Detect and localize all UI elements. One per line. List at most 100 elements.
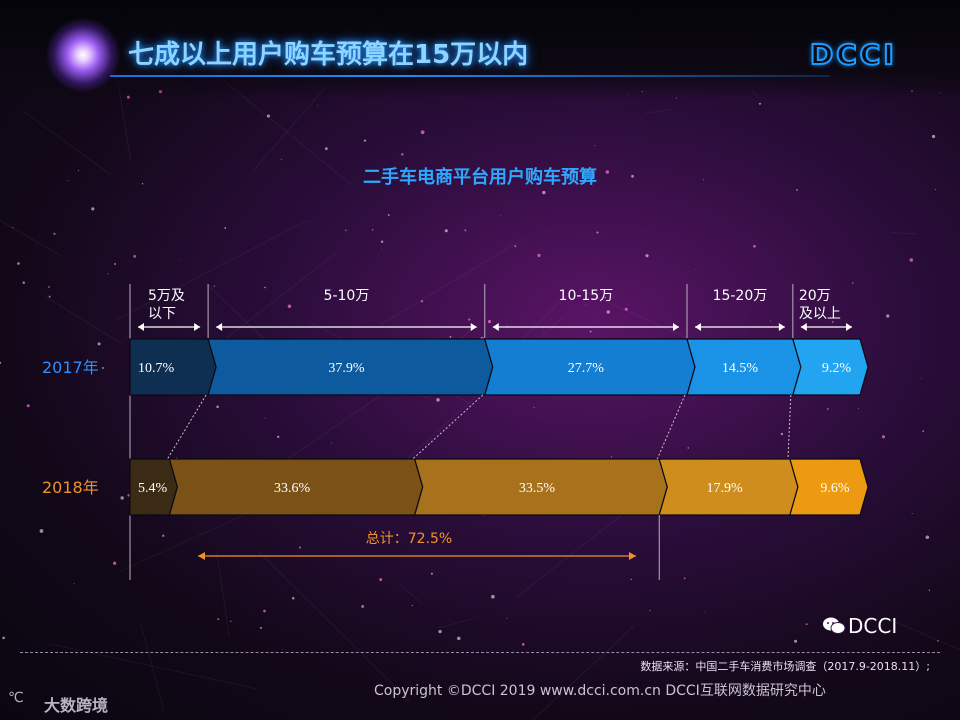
- network-line: [259, 551, 411, 703]
- star-dot: [324, 147, 328, 151]
- star-dot: [589, 330, 592, 333]
- data-label: 9.2%: [822, 361, 852, 376]
- star-dot: [506, 617, 508, 619]
- data-label: 9.6%: [820, 481, 850, 496]
- star-dot: [881, 435, 886, 439]
- star-dot: [704, 611, 705, 613]
- star-dot: [909, 258, 914, 262]
- star-dot: [17, 262, 20, 265]
- star-dot: [387, 214, 390, 216]
- network-line: [437, 617, 475, 629]
- data-label: 27.7%: [568, 361, 605, 376]
- star-dot: [491, 594, 495, 599]
- star-dot: [645, 254, 649, 258]
- star-dot: [77, 170, 79, 172]
- star-dot: [464, 229, 467, 232]
- star-dot: [805, 623, 808, 626]
- star-dot: [852, 282, 854, 284]
- network-line: [45, 296, 123, 345]
- star-dot: [291, 597, 295, 600]
- arrow-head-right: [194, 323, 201, 331]
- star-dot: [113, 561, 117, 565]
- star-dot: [91, 207, 95, 211]
- connector-line: [787, 394, 792, 460]
- star-dot: [594, 145, 596, 147]
- star-dot: [443, 176, 446, 179]
- star-dot: [12, 226, 14, 228]
- star-dot: [438, 629, 442, 634]
- star-dot: [533, 407, 535, 409]
- network-line: [889, 619, 960, 651]
- wechat-watermark: DCCI: [848, 614, 898, 638]
- star-dot: [624, 307, 628, 311]
- data-source-note: 数据来源：中国二手车消费市场调查（2017.9-2018.11）;: [640, 660, 930, 673]
- arrow-head-right: [672, 323, 679, 331]
- star-dot: [282, 648, 284, 650]
- star-dot: [48, 295, 51, 298]
- arrow-head-right: [778, 323, 785, 331]
- star-dot: [780, 432, 784, 436]
- network-line: [532, 625, 635, 720]
- star-dot: [216, 405, 219, 408]
- star-dot: [604, 296, 607, 299]
- star-dot: [449, 335, 452, 338]
- star-dot: [695, 268, 697, 270]
- star-dot: [213, 285, 215, 287]
- data-label: 33.5%: [519, 481, 556, 496]
- brand-logo: DCCI: [809, 37, 897, 72]
- wechat-icon: [823, 617, 846, 634]
- star-dot: [178, 259, 180, 261]
- star-dot: [827, 408, 829, 410]
- star-dot: [287, 304, 292, 309]
- network-line: [140, 623, 165, 710]
- star-dot: [606, 310, 610, 314]
- star-dot: [831, 321, 834, 323]
- star-dot: [925, 535, 930, 540]
- star-dot: [630, 578, 632, 581]
- total-arrow-head-right: [629, 552, 636, 560]
- star-dot: [631, 174, 634, 178]
- star-dot: [911, 512, 913, 514]
- glow-orb-icon: [46, 18, 120, 92]
- star-dot: [500, 214, 502, 216]
- star-dot: [596, 231, 599, 234]
- footer-divider: [20, 652, 940, 653]
- total-arrow-head-left: [198, 552, 205, 560]
- arrow-head-right: [846, 323, 852, 331]
- arrow-head-left: [694, 323, 701, 331]
- connector-line: [412, 394, 484, 460]
- star-dot: [420, 130, 425, 135]
- data-label: 14.5%: [722, 361, 759, 376]
- star-dot: [380, 240, 384, 243]
- data-label: 37.9%: [328, 361, 365, 376]
- star-dot: [266, 114, 270, 118]
- series-label: 2017年: [42, 358, 99, 377]
- star-dot: [794, 639, 798, 643]
- star-dot: [114, 262, 117, 265]
- star-dot: [928, 589, 931, 592]
- star-dot: [585, 304, 587, 306]
- star-dot: [101, 367, 104, 369]
- star-dot: [401, 153, 404, 156]
- star-dot: [570, 168, 574, 172]
- star-dot: [133, 254, 136, 258]
- star-dot: [264, 286, 266, 289]
- data-label: 17.9%: [706, 481, 743, 496]
- network-line: [578, 288, 688, 339]
- star-dot: [162, 534, 165, 537]
- star-dot: [605, 170, 610, 174]
- star-dot: [430, 572, 433, 575]
- star-dot: [217, 618, 220, 620]
- total-annotation: 总计：72.5%: [366, 531, 452, 547]
- bar-segment: [792, 338, 869, 396]
- star-dot: [0, 361, 2, 364]
- star-dot: [537, 253, 541, 258]
- star-dot: [39, 529, 44, 533]
- star-dot: [857, 407, 859, 409]
- star-dot: [920, 377, 922, 379]
- category-label: 5-10万: [324, 288, 370, 304]
- network-line: [48, 643, 257, 690]
- star-dot: [425, 397, 426, 399]
- network-line: [23, 110, 111, 175]
